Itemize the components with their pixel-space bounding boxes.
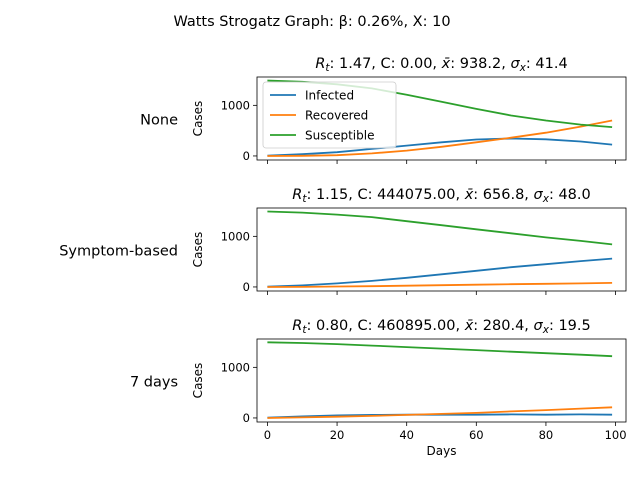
row-label: 7 days xyxy=(130,375,178,391)
x-tick-label: 80 xyxy=(539,428,554,442)
y-tick-label: 0 xyxy=(243,149,250,163)
y-tick-label: 0 xyxy=(243,411,250,425)
series-line-recovered xyxy=(267,282,613,288)
series-line-susceptible xyxy=(267,341,613,358)
y-axis-label: Cases xyxy=(191,232,205,268)
legend-entry: Susceptible xyxy=(305,129,374,143)
y-axis-label: Cases xyxy=(191,363,205,399)
x-tick-label: 20 xyxy=(330,428,345,442)
subplot-title: Rt: 1.47, C: 0.00, x̄: 938.2, σx: 41.4 xyxy=(315,56,567,74)
x-tick-label: 0 xyxy=(264,428,271,442)
x-tick-label: 40 xyxy=(399,428,414,442)
subplot-3: Rt: 0.80, C: 460895.00, x̄: 280.4, σx: 1… xyxy=(130,318,627,458)
legend-box xyxy=(262,81,397,149)
legend-entry: Infected xyxy=(305,89,354,103)
figure-suptitle: Watts Strogatz Graph: β: 0.26%, X: 10 xyxy=(173,14,450,30)
series-line-recovered xyxy=(267,119,613,157)
y-tick-label: 0 xyxy=(243,280,250,294)
axes-frame xyxy=(256,207,627,292)
series-line-recovered xyxy=(267,406,613,419)
subplot-1: Rt: 1.47, C: 0.00, x̄: 938.2, σx: 41.4 No… xyxy=(140,56,627,164)
x-tick-label: 100 xyxy=(605,428,627,442)
legend: Infected Recovered Susceptible xyxy=(262,81,397,149)
y-tick-label: 1000 xyxy=(221,360,250,374)
subplot-title: Rt: 1.15, C: 444075.00, x̄: 656.8, σx: 4… xyxy=(292,187,590,205)
series-line-infected xyxy=(267,137,613,157)
subplot-2: Rt: 1.15, C: 444075.00, x̄: 656.8, σx: 4… xyxy=(59,187,627,295)
series-line-susceptible xyxy=(267,210,613,246)
y-tick-label: 1000 xyxy=(221,229,250,243)
row-label: Symptom-based xyxy=(59,244,178,260)
row-label: None xyxy=(140,113,178,129)
y-axis-label: Cases xyxy=(191,101,205,137)
series-line-infected xyxy=(267,257,613,288)
axes-frame xyxy=(256,338,627,423)
x-axis-label: Days xyxy=(427,444,457,458)
y-tick-label: 1000 xyxy=(221,98,250,112)
x-tick-label: 60 xyxy=(469,428,484,442)
legend-entry: Recovered xyxy=(305,109,368,123)
subplot-title: Rt: 0.80, C: 460895.00, x̄: 280.4, σx: 1… xyxy=(292,318,590,336)
axes-frame xyxy=(256,76,627,161)
